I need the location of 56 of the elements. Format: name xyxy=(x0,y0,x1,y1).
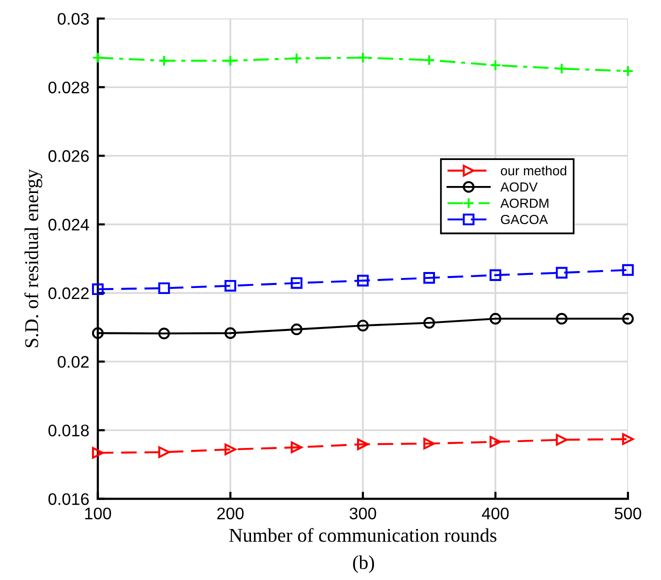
point xyxy=(423,272,435,284)
point xyxy=(357,438,369,450)
y-tick-label: 0.026 xyxy=(48,150,89,162)
y-tick-label: 0.03 xyxy=(58,12,89,25)
point xyxy=(423,438,435,450)
point xyxy=(357,320,369,332)
y-tick-label: 0.016 xyxy=(48,493,89,506)
point xyxy=(490,269,502,281)
point xyxy=(622,264,634,276)
x-tick-label: 200 xyxy=(217,508,244,520)
legend-label: GACOA xyxy=(500,214,548,224)
text: (b) xyxy=(353,555,374,574)
point xyxy=(290,442,302,454)
legend-label: AODV xyxy=(500,182,538,192)
point xyxy=(290,277,302,289)
y-tick-label: 0.028 xyxy=(48,82,89,94)
point xyxy=(423,54,435,66)
x-tick-label: 100 xyxy=(85,508,112,520)
point xyxy=(92,327,104,339)
point xyxy=(490,312,502,325)
point xyxy=(556,434,568,446)
point xyxy=(556,266,568,279)
point xyxy=(490,436,502,448)
y-tick-label: 0.018 xyxy=(48,424,89,436)
point xyxy=(158,328,170,340)
point xyxy=(224,327,236,339)
point xyxy=(158,282,170,294)
point xyxy=(224,54,236,67)
legend-label: AORDM xyxy=(500,198,548,208)
point xyxy=(290,52,302,64)
point xyxy=(92,447,104,459)
point xyxy=(490,59,502,72)
point xyxy=(556,312,568,325)
x-tick-label: 400 xyxy=(482,508,509,520)
y-tick-label: 0.024 xyxy=(48,218,90,231)
point xyxy=(92,283,104,296)
point xyxy=(423,316,435,329)
point xyxy=(622,312,634,325)
point xyxy=(224,280,236,292)
x-tick-label: 500 xyxy=(614,508,642,520)
y-tick-label: 0.02 xyxy=(58,356,89,368)
y-axis-title: S.D. of residual energy xyxy=(24,169,42,348)
point xyxy=(357,274,369,286)
point xyxy=(556,62,568,74)
point xyxy=(158,446,170,458)
legend-label: our method xyxy=(500,166,566,176)
point xyxy=(357,52,369,64)
y-tick-label: 0.022 xyxy=(48,287,89,300)
x-axis-title: Number of communication rounds xyxy=(229,528,496,542)
point xyxy=(622,433,634,445)
point xyxy=(158,54,170,67)
point xyxy=(290,324,302,336)
x-tick-label: 300 xyxy=(350,508,376,520)
point xyxy=(92,52,104,64)
point xyxy=(622,65,634,77)
point xyxy=(224,444,236,456)
